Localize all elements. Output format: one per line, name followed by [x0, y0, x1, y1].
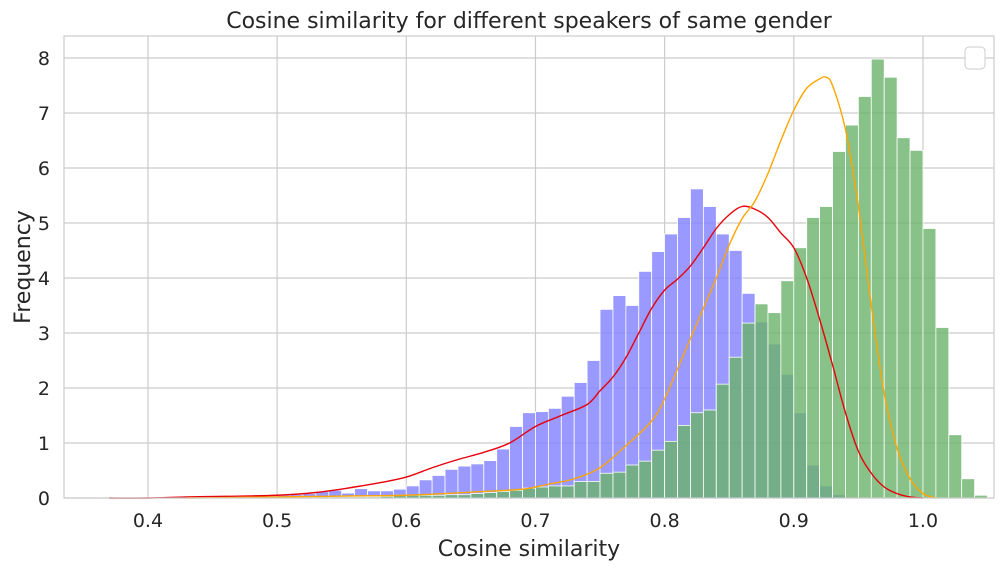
- histogram-bar: [522, 412, 536, 499]
- histogram-bar: [832, 151, 846, 499]
- histogram-bar: [651, 449, 666, 499]
- histogram-bar: [728, 356, 743, 499]
- histogram-bar: [857, 96, 872, 499]
- x-tick-labels: 0.4 0.5 0.6 0.7 0.8 0.9 1.0: [133, 510, 938, 532]
- histogram-bar: [573, 481, 588, 499]
- histogram-bar: [819, 206, 833, 499]
- histogram-bar: [599, 308, 614, 499]
- histogram-bar: [845, 124, 859, 499]
- kde-curve: [186, 76, 937, 499]
- histogram-bar: [780, 280, 795, 499]
- histogram-bar: [922, 228, 937, 499]
- histogram-bar: [638, 460, 653, 499]
- histogram-bar: [702, 409, 717, 499]
- x-tick-label: 1.0: [908, 510, 938, 532]
- x-tick-label: 0.4: [133, 510, 163, 532]
- histogram-bar: [560, 485, 575, 499]
- histogram-bar: [935, 327, 950, 499]
- y-tick-label: 6: [38, 158, 50, 180]
- x-tick-label: 0.7: [520, 510, 550, 532]
- plot-border: [63, 35, 995, 499]
- kde-curve: [109, 205, 924, 499]
- histogram-bar: [470, 493, 485, 499]
- histogram-bar: [870, 58, 885, 499]
- y-tick-label: 5: [38, 213, 50, 235]
- histogram-bar: [715, 383, 730, 499]
- histogram-bar: [677, 424, 691, 499]
- histogram-bar: [612, 295, 627, 499]
- histogram-bar: [741, 322, 756, 499]
- histogram-bar: [883, 76, 898, 499]
- histogram-bar: [961, 478, 976, 499]
- histogram-bar: [483, 492, 498, 499]
- histogram-bar: [535, 486, 549, 499]
- y-tick-label: 0: [38, 488, 50, 510]
- histogram-bar: [767, 312, 782, 499]
- kde-lines: [109, 76, 937, 499]
- y-axis-label: Frequency: [11, 210, 36, 324]
- chart-title: Cosine similarity for different speakers…: [226, 9, 833, 34]
- histogram-bar: [599, 472, 614, 499]
- histogram-bar: [793, 247, 808, 499]
- histogram-bar: [690, 412, 704, 499]
- histogram-bar: [509, 426, 523, 499]
- legend-box: [964, 46, 986, 70]
- histogram-bar: [896, 137, 911, 499]
- histogram-bar: [586, 360, 601, 499]
- histogram-bar: [496, 490, 511, 499]
- x-tick-label: 0.8: [650, 510, 680, 532]
- histogram-bar: [509, 489, 523, 499]
- histogram-bar: [806, 217, 821, 499]
- histogram-bar: [612, 471, 627, 499]
- histogram-bar: [948, 434, 963, 499]
- histogram-bar: [909, 149, 924, 499]
- x-tick-label: 0.9: [779, 510, 809, 532]
- histogram-bar: [586, 481, 601, 499]
- histogram-bar: [573, 382, 588, 499]
- histogram-bar: [754, 303, 769, 499]
- histogram-bar: [625, 464, 640, 499]
- histogram-bar: [547, 485, 562, 499]
- y-tick-label: 7: [38, 103, 50, 125]
- histogram-bar: [470, 463, 485, 499]
- y-tick-labels: 0 1 2 3 4 5 6 7 8: [38, 48, 50, 510]
- y-tick-label: 4: [38, 268, 50, 290]
- histogram-bar: [664, 440, 678, 499]
- y-tick-label: 2: [38, 378, 50, 400]
- y-tick-label: 8: [38, 48, 50, 70]
- x-tick-label: 0.6: [391, 510, 421, 532]
- y-tick-label: 3: [38, 323, 50, 345]
- x-tick-label: 0.5: [262, 510, 292, 532]
- y-tick-label: 1: [38, 433, 50, 455]
- x-axis-label: Cosine similarity: [438, 537, 620, 562]
- plot-frame: [63, 35, 995, 499]
